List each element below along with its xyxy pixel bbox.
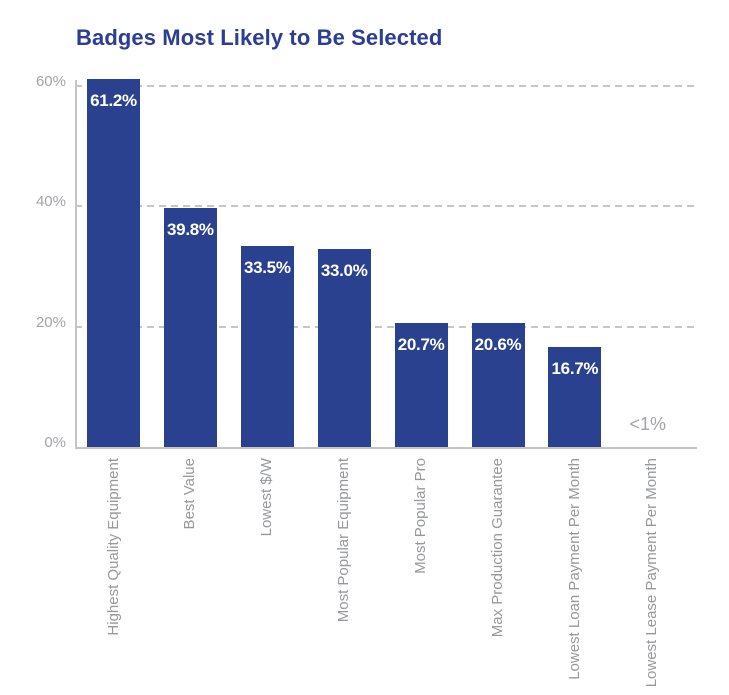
small-value-label: <1% [629, 414, 667, 434]
bar-value-label: 20.6% [474, 335, 522, 355]
category-label: Lowest Lease Payment Per Month [642, 458, 660, 688]
y-axis-tick-label: 40% [35, 193, 66, 211]
bar-value-label: 33.5% [243, 257, 291, 277]
gridline-60 [75, 85, 697, 88]
bar-highest-quality-equipment: 61.2% [87, 79, 140, 447]
bar-value-label: 33.0% [320, 260, 368, 280]
gridline-40 [75, 205, 697, 208]
bar-lowest-loan-payment-per-month: 16.7% [548, 346, 602, 447]
bar-most-popular-equipment: 33.0% [317, 248, 371, 447]
y-axis-tick-label: 60% [35, 73, 66, 91]
category-label: Best Value [181, 458, 199, 530]
category-label: Most Popular Pro [412, 458, 430, 574]
category-label: Lowest Loan Payment Per Month [565, 458, 583, 680]
category-label: Lowest $/W [258, 458, 276, 537]
bar-value-label: 20.7% [397, 334, 445, 354]
bar-value-label: 16.7% [551, 358, 599, 378]
gridline-20 [75, 325, 697, 328]
bar-max-production-guarantee: 20.6% [471, 323, 525, 447]
chart-title: Badges Most Likely to Be Selected [76, 25, 443, 50]
y-axis-tick-label: 0% [44, 434, 66, 451]
category-label: Max Production Guarantee [489, 458, 506, 638]
bar-most-popular-pro: 20.7% [394, 322, 448, 447]
category-label: Highest Quality Equipment [104, 458, 122, 636]
bar-lowest-w: 33.5% [240, 245, 294, 447]
y-axis-line [75, 80, 77, 447]
bar-value-label: 61.2% [90, 91, 137, 110]
x-axis-line [75, 447, 697, 449]
bar-best-value: 39.8% [163, 207, 217, 447]
y-axis-tick-label: 20% [35, 313, 66, 331]
bar-value-label: 39.8% [167, 219, 214, 239]
category-label: Most Popular Equipment [335, 458, 353, 623]
